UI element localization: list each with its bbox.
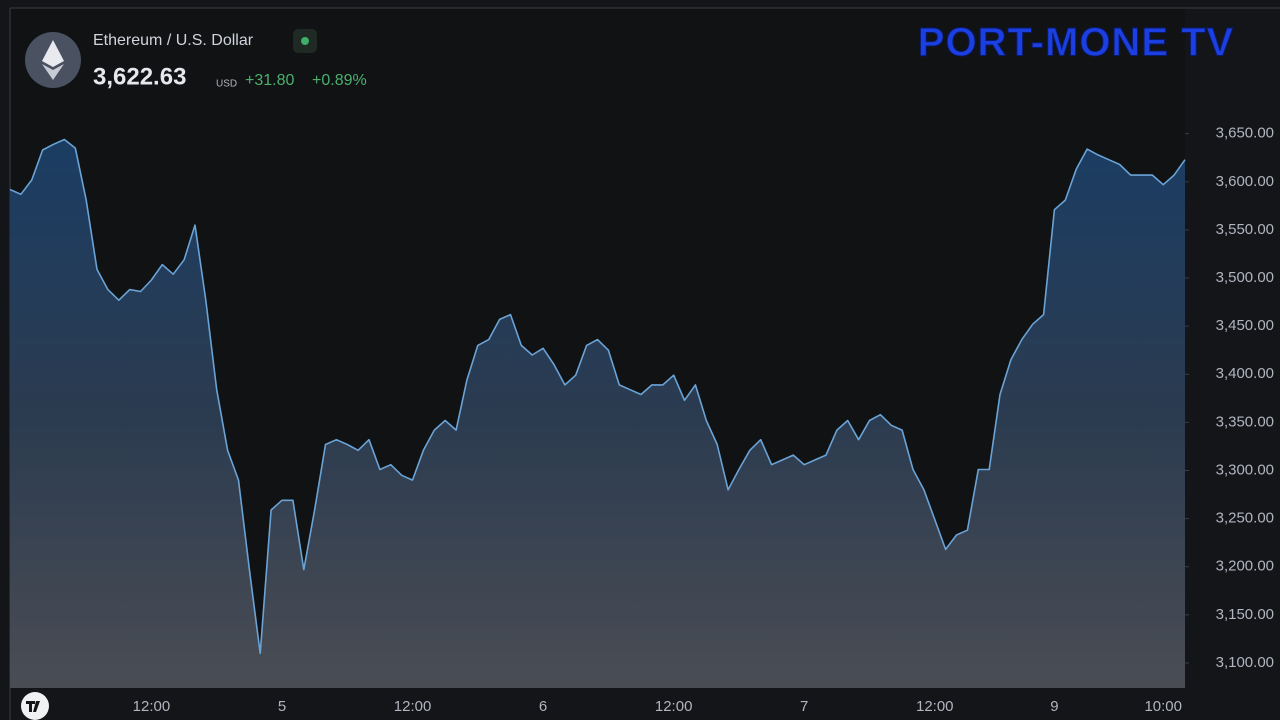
- price-line: [9, 138, 1186, 655]
- y-tick-label: 3,450.00: [1216, 317, 1274, 334]
- y-tick-label: 3,500.00: [1216, 269, 1274, 286]
- y-tick-label: 3,200.00: [1216, 558, 1274, 575]
- x-tick-label: 6: [539, 698, 547, 715]
- x-tick-label: 7: [800, 698, 808, 715]
- y-tick-label: 3,600.00: [1216, 173, 1274, 190]
- x-tick-label: 10:00: [1144, 698, 1182, 715]
- area-fill: [10, 139, 1185, 688]
- y-tick-label: 3,150.00: [1216, 606, 1274, 623]
- symbol-name: Ethereum / U.S. Dollar: [93, 32, 254, 49]
- coin-glyph: [42, 64, 64, 80]
- x-tick-label: 12:00: [133, 698, 171, 715]
- y-tick-label: 3,350.00: [1216, 413, 1274, 430]
- header: Ethereum / U.S. Dollar 3,622.63 USD +31.…: [21, 20, 1234, 720]
- x-tick-label: 12:00: [655, 698, 693, 715]
- coin-glyph: [42, 40, 64, 67]
- x-tick-label: 12:00: [916, 698, 954, 715]
- status-dot: [301, 37, 309, 45]
- price: 3,622.63: [93, 63, 186, 90]
- price-change-percent: +0.89%: [312, 72, 367, 89]
- marks: 3,100.00 3,150.00 3,200.00 3,250.00 3,300.00…: [9, 125, 1274, 715]
- y-tick-label: 3,650.00: [1216, 125, 1274, 142]
- y-tick-label: 3,100.00: [1216, 654, 1274, 671]
- y-tick-label: 3,250.00: [1216, 510, 1274, 527]
- price-change: +31.80: [245, 72, 294, 89]
- y-tick-label: 3,550.00: [1216, 221, 1274, 238]
- x-tick-label: 9: [1050, 698, 1058, 715]
- x-tick-label: 12:00: [394, 698, 432, 715]
- x-tick-label: 5: [278, 698, 286, 715]
- tv-logo-glyph: [26, 701, 40, 712]
- currency: USD: [216, 79, 237, 90]
- watermark: PORT-MONE TV: [918, 21, 1234, 65]
- y-tick-label: 3,300.00: [1216, 461, 1274, 478]
- y-tick-label: 3,400.00: [1216, 365, 1274, 382]
